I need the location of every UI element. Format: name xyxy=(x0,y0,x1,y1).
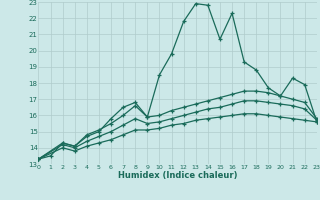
X-axis label: Humidex (Indice chaleur): Humidex (Indice chaleur) xyxy=(118,171,237,180)
